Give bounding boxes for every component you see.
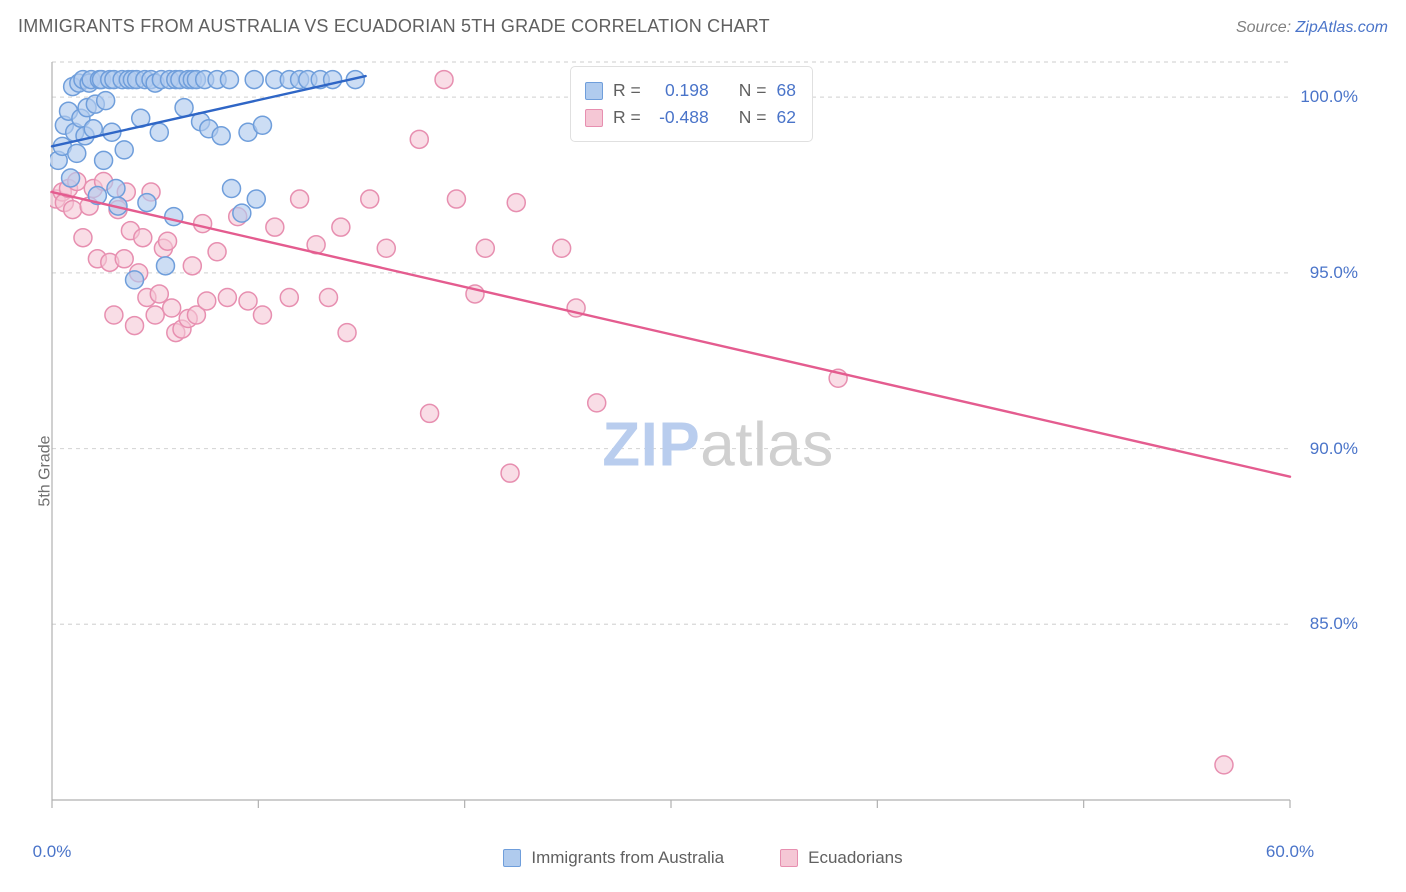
legend-row: R = -0.488 N = 62 bbox=[585, 104, 796, 131]
series-legend-label: Immigrants from Australia bbox=[531, 848, 724, 868]
x-tick-label: 60.0% bbox=[1266, 842, 1314, 862]
r-value: 0.198 bbox=[651, 77, 709, 104]
chart-source: Source: ZipAtlas.com bbox=[1236, 19, 1388, 37]
correlation-legend: R = 0.198 N = 68 R = -0.488 N = 62 bbox=[570, 66, 813, 142]
plot-area: ZIPatlas R =0.198N =68R =-0.488N =62 100… bbox=[50, 58, 1386, 832]
n-label: N = bbox=[739, 104, 767, 131]
r-label: R = bbox=[613, 104, 641, 131]
legend-swatch bbox=[585, 109, 603, 127]
series-legend-item: Immigrants from Australia bbox=[503, 848, 724, 868]
r-value: -0.488 bbox=[651, 104, 709, 131]
y-tick-label: 85.0% bbox=[1310, 614, 1358, 634]
series-legend: Immigrants from Australia Ecuadorians bbox=[0, 848, 1406, 868]
legend-swatch bbox=[780, 849, 798, 867]
series-legend-label: Ecuadorians bbox=[808, 848, 903, 868]
y-tick-label: 90.0% bbox=[1310, 439, 1358, 459]
n-label: N = bbox=[739, 77, 767, 104]
n-value: 68 bbox=[776, 77, 795, 104]
scatter-plot-svg bbox=[50, 58, 1386, 832]
n-value: 62 bbox=[776, 104, 795, 131]
x-tick-label: 0.0% bbox=[33, 842, 72, 862]
y-tick-label: 95.0% bbox=[1310, 263, 1358, 283]
r-label: R = bbox=[613, 77, 641, 104]
source-label: Source: bbox=[1236, 19, 1291, 36]
legend-swatch bbox=[503, 849, 521, 867]
source-link[interactable]: ZipAtlas.com bbox=[1296, 19, 1388, 36]
legend-row: R = 0.198 N = 68 bbox=[585, 77, 796, 104]
chart-header: IMMIGRANTS FROM AUSTRALIA VS ECUADORIAN … bbox=[18, 16, 1388, 37]
y-tick-label: 100.0% bbox=[1300, 87, 1358, 107]
chart-container: 5th Grade ZIPatlas R =0.198N =68R =-0.48… bbox=[0, 50, 1406, 892]
series-legend-item: Ecuadorians bbox=[780, 848, 903, 868]
chart-title: IMMIGRANTS FROM AUSTRALIA VS ECUADORIAN … bbox=[18, 16, 770, 37]
legend-swatch bbox=[585, 82, 603, 100]
